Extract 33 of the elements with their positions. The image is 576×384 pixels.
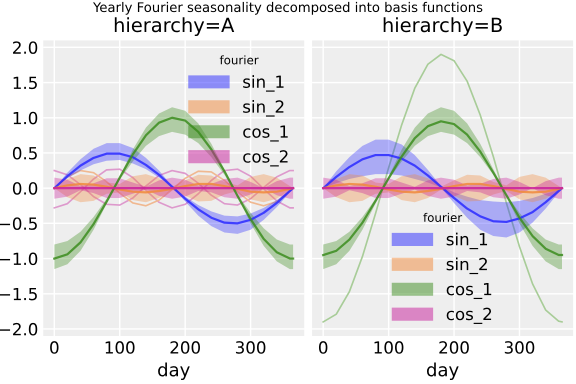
x-axis-title: day [426, 362, 459, 380]
y-tick-label: 1.5 [14, 76, 37, 90]
y-tick-label: 1.0 [14, 112, 38, 124]
legend-label: cos_1 [446, 282, 492, 300]
y-tick-label: −2.0 [0, 322, 38, 336]
line-series [53, 182, 294, 194]
x-tick-label: 300 [236, 341, 266, 354]
x-tick-label: 100 [106, 341, 135, 354]
y-tick-label: 0.0 [12, 182, 38, 195]
x-axis-title: day [158, 362, 190, 380]
y-tick-label: 0.5 [12, 146, 37, 160]
legend-title: fourier [220, 55, 259, 64]
y-tick-label: −1.0 [0, 252, 38, 266]
chart-title: hierarchy=B [384, 17, 502, 36]
text: Yearly Fourier seasonality decomposed into basis functions [92, 2, 482, 15]
legend-label: sin_1 [243, 75, 284, 92]
y-tick-label: 2.0 [13, 41, 38, 54]
x-tick-label: 0 [50, 341, 59, 354]
legend-label: cos_2 [243, 150, 288, 166]
x-tick-label: 100 [374, 341, 404, 354]
legend-label: cos_1 [243, 125, 288, 142]
legend-label: sin_2 [243, 100, 284, 117]
x-tick-label: 300 [504, 341, 534, 354]
legend-label: cos_2 [446, 308, 492, 324]
y-tick-label: −1.5 [0, 288, 37, 300]
x-tick-label: 200 [170, 341, 200, 354]
x-tick-label: 200 [439, 341, 469, 354]
legend-label: sin_1 [446, 232, 488, 250]
legend-title: fourier [423, 212, 462, 222]
chart-title: hierarchy=A [114, 17, 234, 36]
y-tick-label: −0.5 [0, 217, 37, 230]
legend-label: sin_2 [446, 258, 487, 274]
x-tick-label: 0 [318, 341, 328, 354]
